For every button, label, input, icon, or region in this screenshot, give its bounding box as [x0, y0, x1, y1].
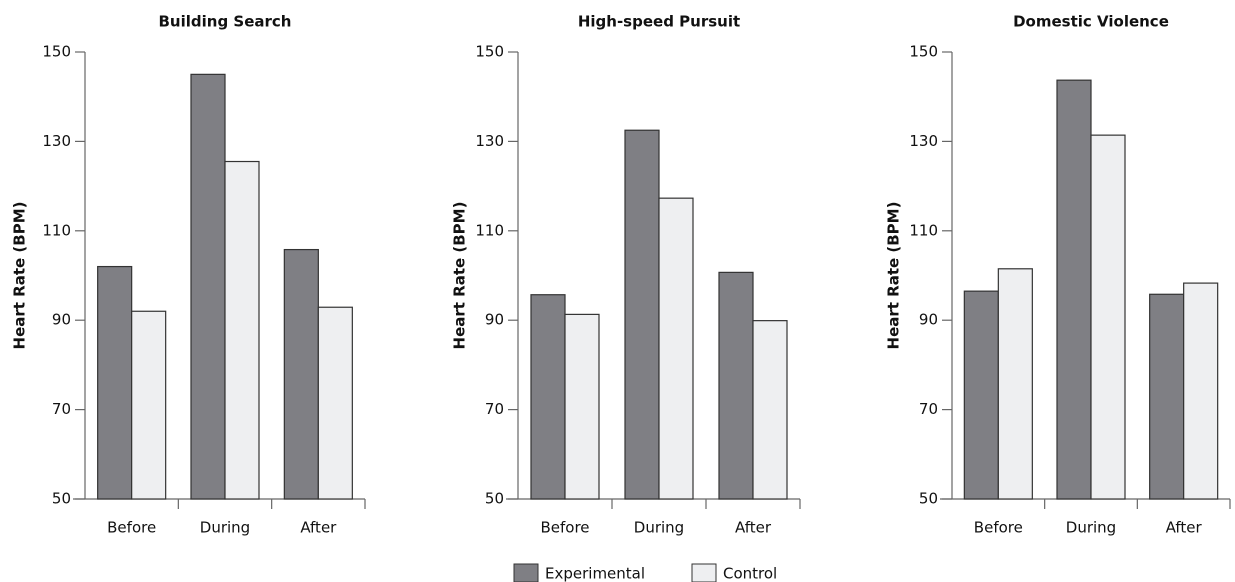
legend-swatch	[513, 563, 539, 582]
bar	[658, 197, 694, 500]
y-tick-label: 150	[909, 43, 938, 61]
bar	[963, 290, 999, 500]
bar	[224, 160, 260, 500]
bar	[131, 310, 167, 500]
bar	[317, 306, 353, 500]
y-tick-label: 50	[485, 490, 504, 508]
y-tick-label: 90	[485, 311, 504, 329]
y-tick-label: 70	[919, 400, 938, 418]
y-tick-label: 90	[919, 311, 938, 329]
y-tick-label: 70	[52, 400, 71, 418]
chart-title: Building Search	[159, 13, 292, 31]
y-tick-label: 70	[485, 400, 504, 418]
bar	[997, 268, 1033, 500]
bar	[564, 313, 600, 500]
bar	[1056, 79, 1092, 500]
x-tick-label: After	[1166, 519, 1203, 537]
bar	[1090, 134, 1126, 500]
y-tick-label: 130	[475, 132, 504, 150]
chart-title: Domestic Violence	[1013, 13, 1169, 31]
y-tick-label: 110	[42, 221, 71, 239]
x-tick-label: During	[634, 519, 684, 537]
x-tick-label: During	[200, 519, 250, 537]
legend-swatch	[691, 563, 717, 582]
x-tick-label: During	[1066, 519, 1116, 537]
bar	[190, 73, 226, 500]
y-axis-label: Heart Rate (BPM)	[11, 202, 29, 350]
bar	[718, 271, 754, 500]
bar	[624, 129, 660, 500]
bar	[1183, 282, 1219, 500]
legend-label: Control	[723, 565, 777, 582]
y-tick-label: 90	[52, 311, 71, 329]
y-tick-label: 110	[475, 221, 504, 239]
y-tick-label: 130	[42, 132, 71, 150]
y-tick-label: 150	[42, 43, 71, 61]
bar	[283, 248, 319, 500]
y-tick-label: 150	[475, 43, 504, 61]
y-tick-label: 130	[909, 132, 938, 150]
x-tick-label: Before	[974, 519, 1023, 537]
y-tick-label: 50	[919, 490, 938, 508]
bar	[530, 294, 566, 500]
legend-label: Experimental	[545, 565, 645, 582]
bar	[752, 320, 788, 500]
x-tick-label: Before	[540, 519, 589, 537]
x-tick-label: After	[735, 519, 772, 537]
chart-title: High-speed Pursuit	[578, 13, 740, 31]
x-tick-label: Before	[107, 519, 156, 537]
x-tick-label: After	[300, 519, 337, 537]
bar	[1149, 293, 1185, 500]
y-axis-label: Heart Rate (BPM)	[885, 202, 903, 350]
bar	[97, 265, 133, 500]
y-axis-label: Heart Rate (BPM)	[451, 202, 469, 350]
y-tick-label: 50	[52, 490, 71, 508]
y-tick-label: 110	[909, 221, 938, 239]
